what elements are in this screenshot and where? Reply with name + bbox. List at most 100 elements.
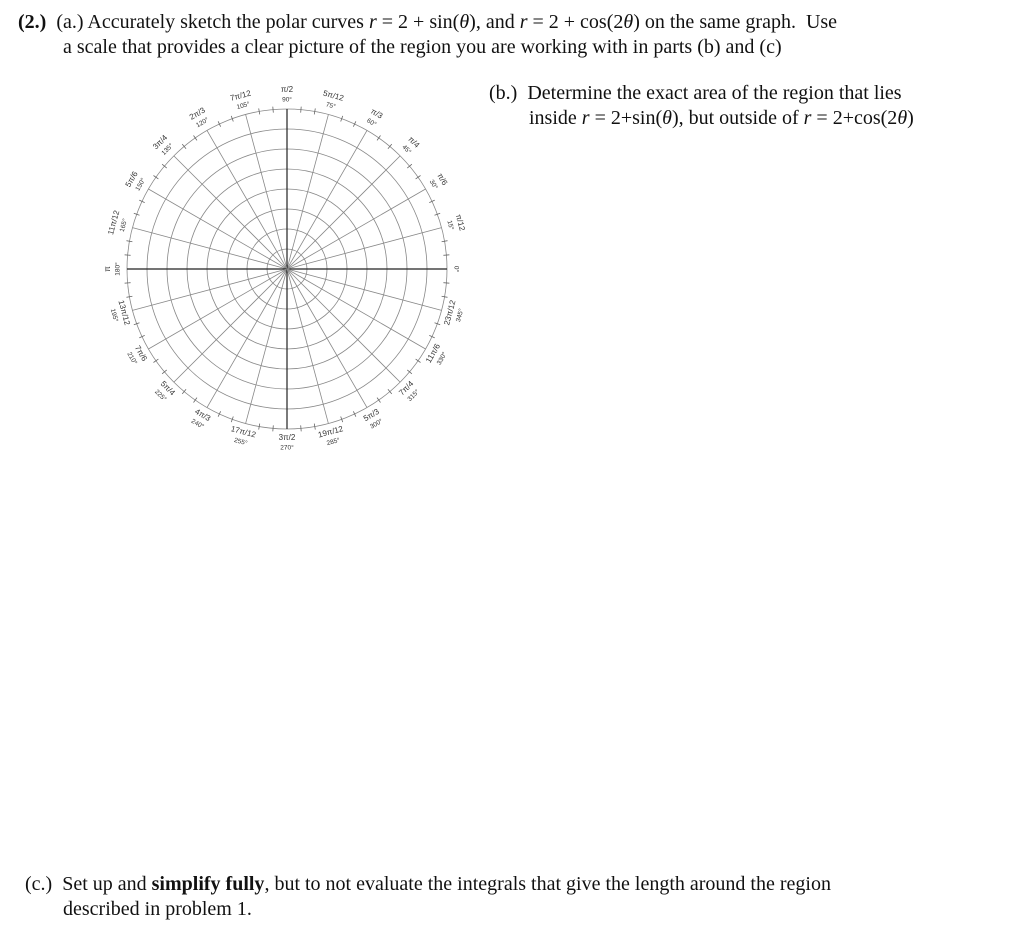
grid-tick	[230, 416, 234, 423]
grid-tick	[376, 397, 381, 403]
grid-tick	[387, 389, 393, 395]
angle-label: 105°	[236, 100, 251, 111]
grid-tick	[443, 282, 450, 284]
angle-label: 90°	[282, 96, 292, 104]
grid-tick	[434, 322, 441, 326]
angle-label: 0°	[452, 266, 460, 273]
grid-tick	[230, 115, 234, 122]
text-segment: (2.)	[18, 11, 47, 33]
angle-label: 195°	[109, 308, 120, 323]
angle-label: 15°	[445, 219, 455, 231]
grid-tick	[441, 240, 448, 243]
text-segment: r	[368, 11, 377, 33]
grid-tick	[407, 163, 413, 169]
grid-tick	[217, 411, 222, 417]
grid-tick	[300, 106, 302, 113]
angle-label: 5π/12	[322, 89, 345, 103]
problem-line-a1: (2.) (a.) Accurately sketch the polar cu…	[18, 10, 837, 34]
grid-tick	[407, 369, 413, 375]
grid-tick	[387, 143, 393, 149]
grid-spoke	[148, 188, 288, 270]
angle-label: 255°	[233, 436, 248, 447]
text-segment: ), but outside of	[671, 107, 804, 129]
text-segment: inside	[529, 107, 582, 129]
grid-tick	[272, 106, 274, 113]
grid-spoke	[286, 268, 426, 350]
angle-label: 285°	[326, 436, 341, 447]
grid-tick	[300, 425, 302, 432]
problem-line-b1: (b.) Determine the exact area of the reg…	[489, 81, 902, 105]
grid-tick	[429, 334, 435, 339]
grid-tick	[352, 411, 357, 417]
grid-tick	[153, 358, 159, 363]
grid-tick	[139, 199, 145, 204]
text-segment: (b.) Determine the exact area of the reg…	[489, 82, 902, 104]
grid-tick	[272, 425, 274, 432]
grid-tick	[193, 397, 198, 403]
grid-tick	[313, 108, 316, 115]
grid-spoke	[206, 268, 288, 408]
grid-tick	[441, 295, 448, 298]
grid-tick	[133, 212, 140, 216]
text-segment: simplify fully	[151, 873, 265, 895]
grid-tick	[126, 295, 133, 298]
text-segment: θ	[459, 11, 470, 33]
grid-tick	[181, 389, 187, 395]
grid-spoke	[286, 268, 329, 424]
problem-line-c2: described in problem 1.	[63, 897, 252, 921]
grid-spoke	[173, 268, 288, 383]
grid-spoke	[173, 155, 288, 270]
grid-tick	[340, 115, 344, 122]
grid-tick	[217, 121, 222, 127]
grid-spoke	[286, 155, 401, 270]
grid-spoke	[286, 268, 442, 311]
angle-label: 75°	[325, 100, 337, 110]
text-segment: )	[907, 107, 914, 129]
grid-tick	[434, 212, 441, 216]
grid-spoke	[132, 268, 288, 311]
grid-tick	[429, 199, 435, 204]
grid-spoke	[132, 227, 288, 270]
text-segment: = 2+cos(2	[811, 107, 898, 129]
grid-tick	[340, 416, 344, 423]
grid-tick	[161, 163, 167, 169]
grid-tick	[133, 322, 140, 326]
grid-tick	[153, 175, 159, 180]
text-segment: ), and	[469, 11, 520, 33]
text-segment: = 2 + sin(	[376, 11, 460, 33]
text-segment: r	[803, 107, 812, 129]
problem-line-b2: inside r = 2+sin(θ), but outside of r = …	[529, 106, 914, 130]
problem-line-a2: a scale that provides a clear picture of…	[63, 35, 782, 59]
text-segment: ) on the same graph. Use	[633, 11, 838, 33]
grid-tick	[415, 358, 421, 363]
text-segment: θ	[623, 11, 634, 33]
grid-spoke	[245, 268, 288, 424]
angle-label: 270°	[280, 444, 294, 452]
grid-tick	[139, 334, 145, 339]
text-segment: r	[581, 107, 590, 129]
grid-tick	[161, 369, 167, 375]
grid-tick	[126, 240, 133, 243]
grid-tick	[193, 135, 198, 141]
angle-label: 19π/12	[317, 424, 345, 439]
grid-tick	[258, 423, 261, 430]
grid-spoke	[286, 130, 368, 270]
grid-spoke	[286, 268, 368, 408]
angle-label: 165°	[118, 217, 129, 232]
text-segment: (c.) Set up and	[25, 873, 152, 895]
angle-label: π/12	[454, 213, 467, 232]
angle-label: 3π/2	[279, 433, 296, 442]
problem-line-c1: (c.) Set up and simplify fully, but to n…	[25, 872, 831, 896]
text-segment: described in problem 1.	[63, 898, 252, 920]
grid-tick	[313, 423, 316, 430]
grid-tick	[181, 143, 187, 149]
grid-tick	[124, 254, 131, 256]
grid-tick	[258, 108, 261, 115]
text-segment: a scale that provides a clear picture of…	[63, 36, 782, 58]
grid-spoke	[286, 268, 401, 383]
text-segment: θ	[662, 107, 672, 129]
angle-label: 13π/12	[116, 299, 131, 327]
angle-label: 7π/12	[229, 89, 252, 103]
angle-label: π/2	[281, 85, 294, 94]
polar-grid: 0°15° π/1230°π/645°π/460°π/375°5π/1290°π/…	[103, 85, 467, 452]
